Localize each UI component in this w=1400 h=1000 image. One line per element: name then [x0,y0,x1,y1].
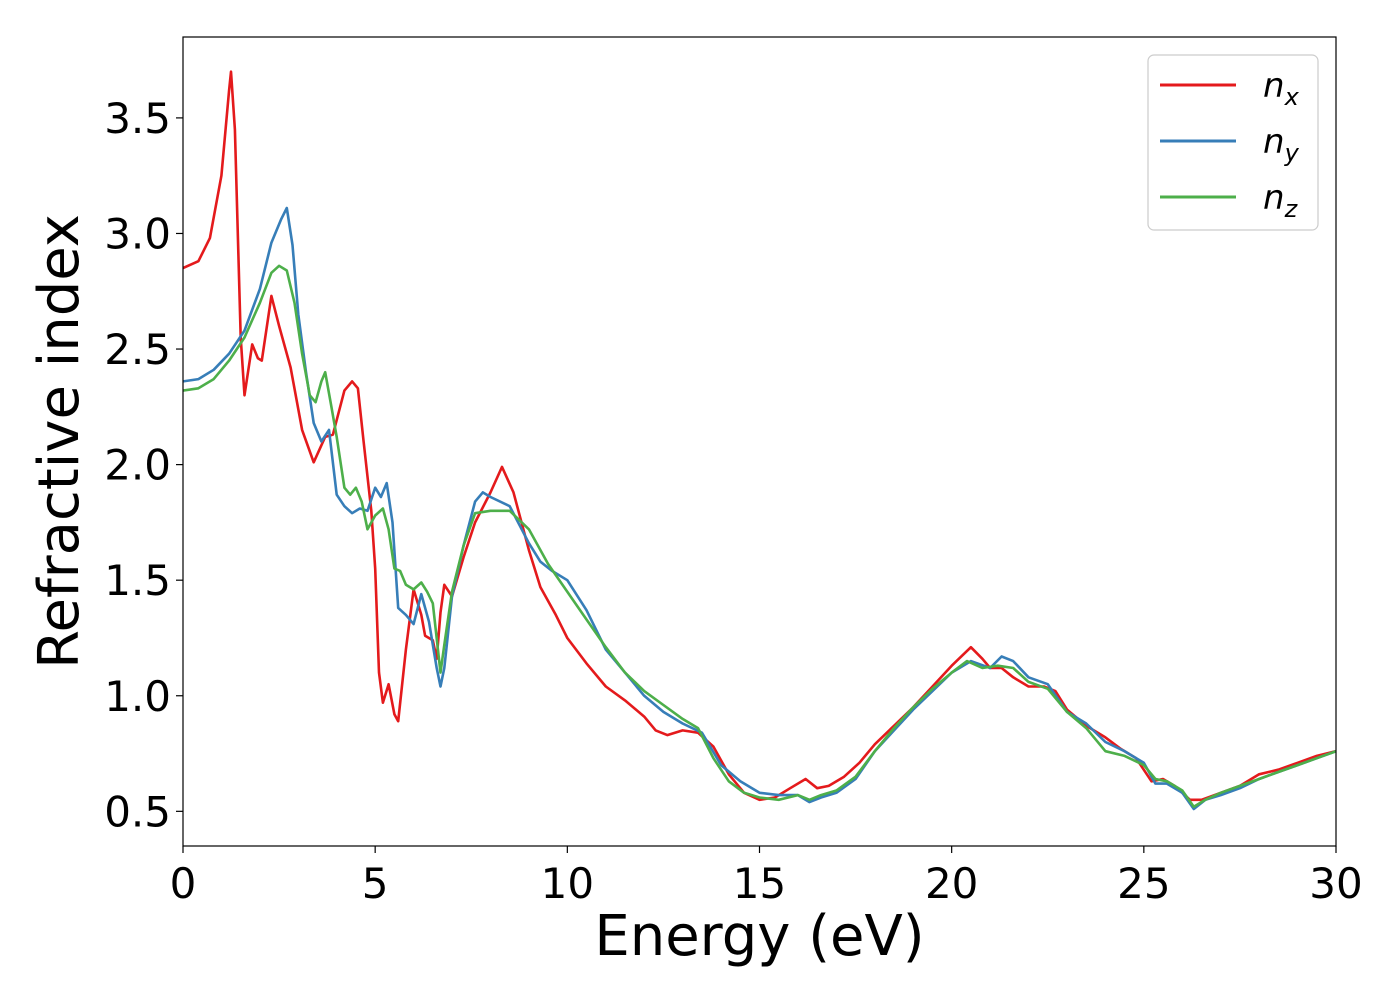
y-axis-title: Refractive index [27,214,92,669]
y-tick-label: 1.0 [104,672,171,721]
x-tick-label: 20 [925,859,978,908]
x-axis-ticks: 0 5 10 15 20 25 30 [170,846,1363,908]
y-tick-label: 0.5 [104,787,171,836]
legend-item-nz: nz [1160,178,1299,223]
y-tick-label: 3.5 [104,94,171,143]
y-axis-ticks: 0.5 1.0 1.5 2.0 2.5 3.0 3.5 [104,94,183,836]
y-tick-label: 2.5 [104,325,171,374]
legend-item-ny: ny [1160,122,1300,167]
series-line-nx [183,70,1336,802]
series-lines [183,70,1336,811]
y-tick-label: 3.0 [104,209,171,258]
legend: nx ny nz [1147,54,1319,231]
x-tick-label: 30 [1309,859,1362,908]
legend-label: ny [1263,122,1300,167]
x-tick-label: 0 [170,859,197,908]
series-line-nz [183,264,1336,808]
y-tick-label: 2.0 [104,441,171,490]
legend-label: nx [1263,66,1300,111]
x-tick-label: 25 [1117,859,1170,908]
legend-label: nz [1263,178,1299,223]
x-axis-title: Energy (eV) [594,904,924,969]
x-tick-label: 15 [733,859,786,908]
legend-item-nx: nx [1160,66,1300,111]
y-tick-label: 1.5 [104,556,171,605]
x-tick-label: 5 [362,859,389,908]
x-tick-label: 10 [541,859,594,908]
series-line-ny [183,206,1336,811]
